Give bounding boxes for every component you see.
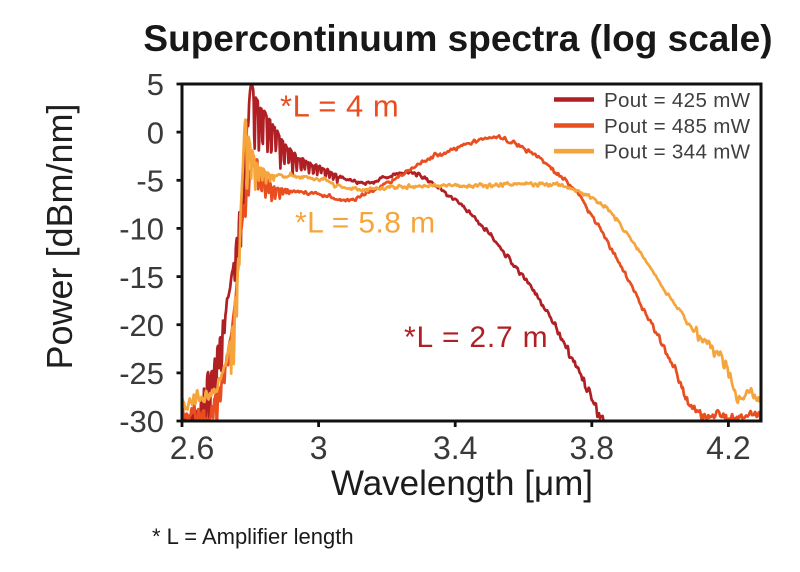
svg-text:* L = Amplifier length: * L = Amplifier length [152, 524, 354, 549]
svg-text:Wavelength [μm]: Wavelength [μm] [331, 464, 593, 503]
svg-text:3.8: 3.8 [570, 430, 614, 466]
svg-text:-30: -30 [119, 404, 164, 439]
svg-text:Supercontinuum spectra (log sc: Supercontinuum spectra (log scale) [143, 18, 772, 59]
svg-text:-25: -25 [119, 356, 164, 391]
svg-text:3: 3 [310, 430, 328, 466]
svg-text:3.4: 3.4 [433, 430, 477, 466]
svg-text:Power [dBm/nm]: Power [dBm/nm] [39, 103, 80, 369]
svg-text:2.6: 2.6 [170, 430, 214, 466]
svg-text:Pout = 344 mW: Pout = 344 mW [604, 141, 751, 164]
svg-text:*L = 4 m: *L = 4 m [280, 89, 399, 124]
svg-text:*L = 5.8 m: *L = 5.8 m [295, 207, 435, 240]
svg-text:4.2: 4.2 [706, 430, 750, 466]
svg-text:*L = 2.7 m: *L = 2.7 m [404, 321, 548, 354]
svg-text:-20: -20 [119, 308, 164, 343]
svg-text:-10: -10 [119, 212, 164, 247]
svg-text:-15: -15 [119, 260, 164, 295]
svg-text:0: 0 [147, 115, 164, 150]
svg-text:-5: -5 [136, 164, 164, 199]
svg-text:Pout = 485 mW: Pout = 485 mW [604, 115, 751, 138]
svg-text:Pout = 425 mW: Pout = 425 mW [604, 89, 751, 112]
svg-text:5: 5 [147, 67, 164, 102]
